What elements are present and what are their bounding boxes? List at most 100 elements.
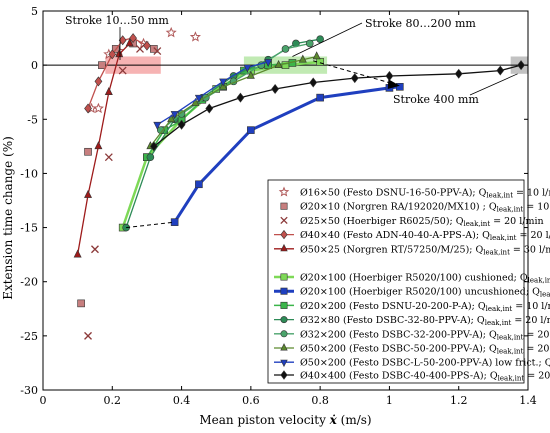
data-point	[125, 38, 134, 47]
series-12	[149, 60, 525, 152]
series-4	[73, 38, 134, 258]
data-point	[305, 39, 314, 48]
legend-entry: Ø50×25 (Norgren RT/57250/M/25); Qleak,in…	[274, 243, 550, 256]
data-point	[219, 78, 228, 87]
data-point	[280, 287, 288, 295]
data-point	[104, 153, 113, 162]
data-point-stroke	[153, 47, 162, 56]
data-point	[280, 330, 288, 338]
data-point	[312, 51, 321, 60]
data-point	[280, 370, 288, 380]
data-point	[278, 186, 290, 197]
y-tick-label: -30	[20, 384, 38, 397]
connector-dashed	[126, 221, 175, 229]
data-point	[517, 60, 525, 71]
legend-entry: Ø16×50 (Festo DSNU-16-50-PPV-A); Qleak,i…	[278, 186, 550, 200]
data-point-stroke	[104, 153, 113, 162]
data-point-stroke	[136, 44, 144, 53]
annotations: Stroke 10…50 mm Stroke 80…200 mm Stroke 40…	[65, 14, 518, 229]
legend-label: Ø20×100 (Hoerbiger R5020/100) cushioned;…	[300, 273, 550, 285]
data-point	[136, 44, 144, 53]
data-point	[246, 70, 255, 79]
legend-box	[267, 179, 525, 384]
data-point	[280, 243, 288, 252]
data-point	[264, 59, 273, 68]
y-tick-label: -15	[20, 222, 38, 235]
data-point-stroke	[280, 216, 288, 225]
x-tick-label: 1.4	[519, 394, 537, 407]
data-point	[94, 141, 103, 150]
axes: 0 0.2 0.4 0.6 0.8 1 1.2 1.4 5 0 -5 -10 -15 -20 -25 -30 M…	[20, 5, 536, 427]
legend: Ø16×50 (Festo DSNU-16-50-PPV-A); Qleak,i…	[267, 179, 550, 384]
legend-label: Ø20×10 (Norgren RA/192020/MX10) ; Qleak,…	[300, 202, 550, 214]
data-point-stroke	[91, 245, 99, 254]
arrowhead	[387, 79, 400, 89]
data-point	[247, 126, 255, 134]
data-point	[194, 94, 203, 103]
annotation-stroke-400: Stroke 400 mm	[393, 93, 479, 106]
data-point	[298, 54, 307, 63]
data-point	[84, 103, 92, 114]
data-point	[195, 180, 203, 189]
data-point	[350, 73, 359, 84]
legend-entry: Ø20×200 (Festo DSNU-20-200-P-A); Qleak,i…	[274, 301, 550, 313]
data-point	[205, 103, 214, 114]
data-point	[92, 102, 104, 114]
data-point	[149, 141, 158, 152]
legend-entry: Ø25×50 (Hoerbiger R6025/50); Qleak,int =…	[280, 216, 544, 228]
data-point	[191, 97, 200, 106]
data-point	[118, 66, 127, 75]
legend-label: Ø25×50 (Hoerbiger R6025/50); Qleak,int =…	[300, 216, 544, 228]
data-point	[84, 331, 92, 340]
data-point	[165, 26, 177, 38]
legend-label: Ø40×400 (Festo DSBC-40-400-PPS-A); Qleak…	[300, 371, 550, 383]
data-point	[281, 45, 290, 53]
legend-entry: Ø40×400 (Festo DSBC-40-400-PPS-A); Qleak…	[274, 370, 550, 383]
y-tick-label: -20	[20, 276, 38, 289]
data-point	[280, 229, 288, 240]
legend-entry: Ø50×200 (Festo DSBC-L-50-200-PPV-A) low …	[274, 358, 550, 369]
legend-entry: Ø20×100 (Hoerbiger R5020/100) uncushione…	[274, 287, 550, 299]
data-point	[309, 77, 318, 88]
data-point	[177, 119, 186, 130]
data-point	[236, 92, 245, 103]
x-tick-label: 0	[40, 394, 47, 407]
data-point	[129, 33, 137, 44]
data-point	[280, 316, 288, 324]
y-tick-label: -10	[20, 167, 38, 180]
data-point	[170, 111, 179, 120]
annotation-leader	[292, 22, 363, 57]
data-point	[150, 45, 158, 53]
data-point	[177, 110, 186, 118]
data-point	[316, 93, 324, 102]
data-point	[108, 49, 117, 60]
series-2	[84, 44, 162, 340]
data-point	[189, 31, 201, 42]
legend-label: Ø32×200 (Festo DSBC-32-200-PPV-A); Qleak…	[300, 329, 550, 341]
data-point	[396, 83, 404, 91]
annotation-stroke-80-200: Stroke 80…200 mm	[365, 17, 476, 30]
data-point	[271, 83, 279, 94]
data-point	[84, 189, 93, 198]
x-tick-label: 0.6	[242, 394, 260, 407]
data-point	[274, 59, 283, 68]
data-point	[316, 35, 324, 43]
data-point	[73, 249, 82, 258]
data-point	[454, 68, 463, 79]
y-tick-label: -25	[20, 330, 38, 343]
x-tick-label: 1	[386, 394, 393, 407]
series-line	[125, 38, 321, 228]
x-tick-label: 0.8	[311, 394, 329, 407]
data-point	[316, 58, 324, 66]
data-point	[91, 245, 99, 254]
data-point	[94, 76, 103, 87]
legend-label: Ø50×200 (Festo DSBC-50-200-PPV-A); Qleak…	[300, 344, 550, 356]
data-point	[280, 359, 288, 368]
legend-entry: Ø20×10 (Norgren RA/192020/MX10) ; Qleak,…	[280, 202, 550, 214]
x-tick-label: 0.2	[104, 394, 122, 407]
data-point	[104, 87, 113, 96]
data-point	[496, 65, 505, 76]
legend-entry: Ø50×200 (Festo DSBC-50-200-PPV-A); Qleak…	[274, 343, 550, 356]
series-line	[156, 61, 269, 126]
